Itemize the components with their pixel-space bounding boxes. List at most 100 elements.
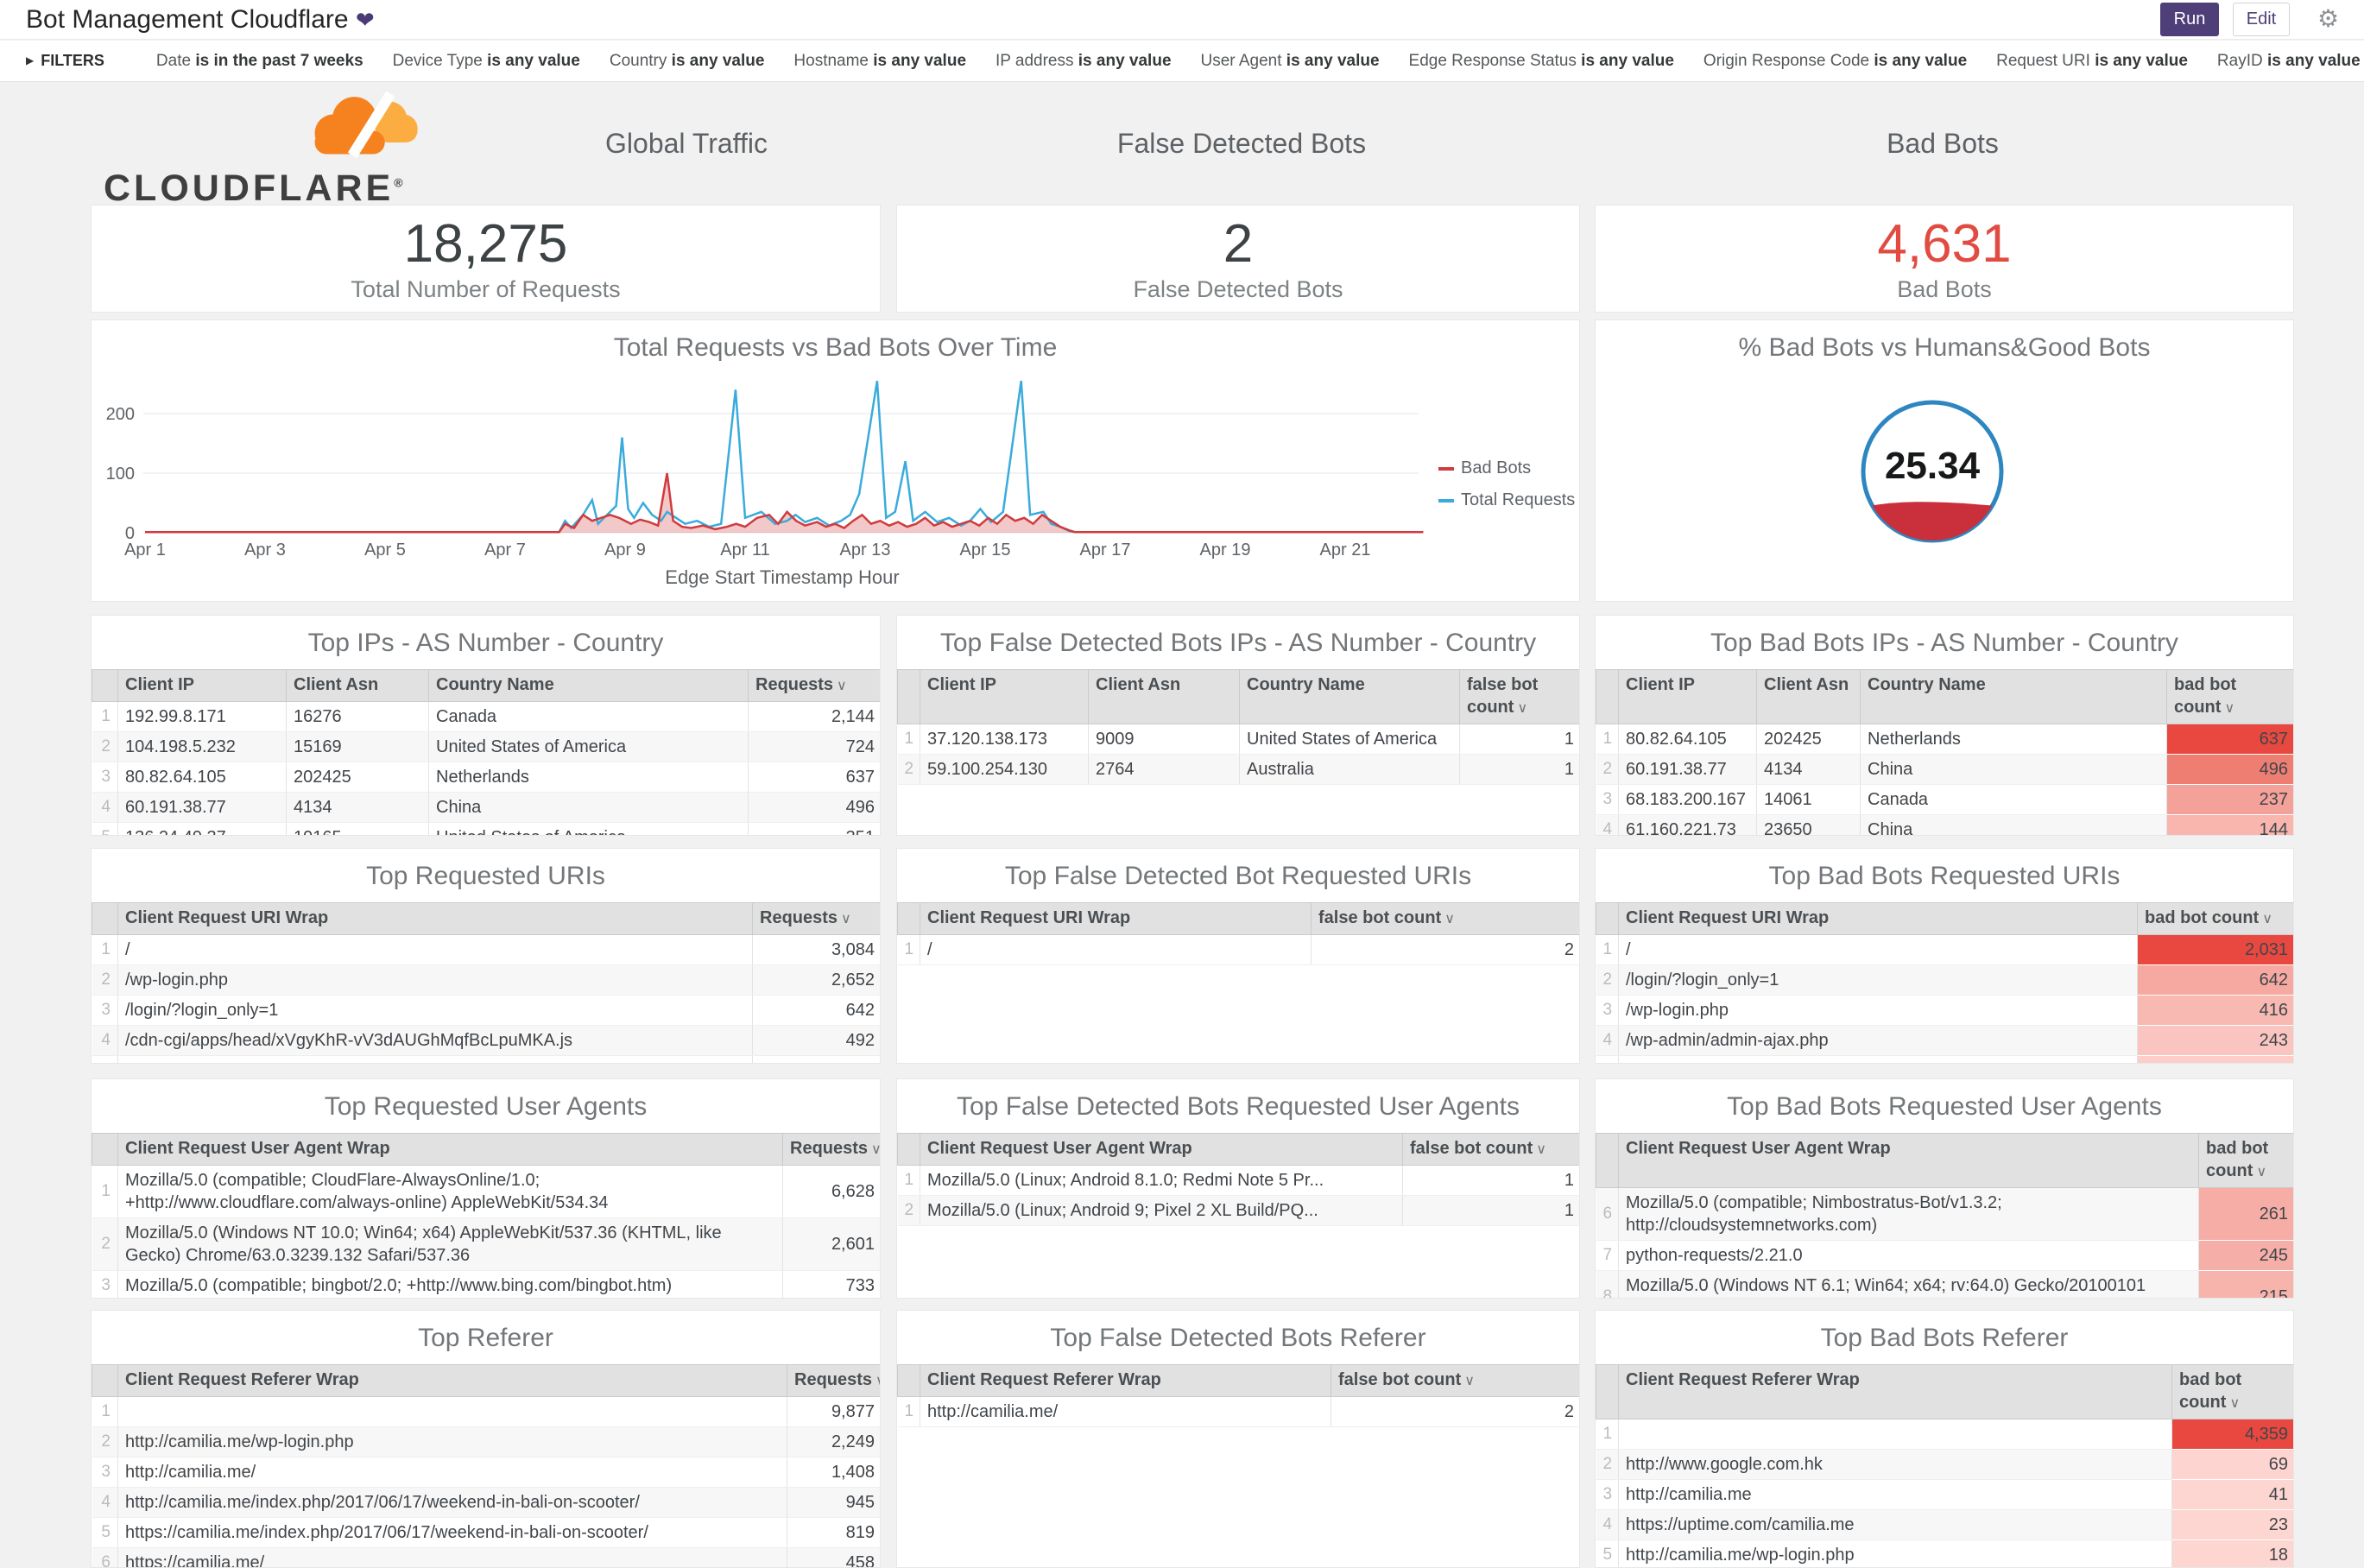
table-cell[interactable]: http://camilia.me/wp-login.php (1618, 1540, 2172, 1567)
column-header-client-ip[interactable]: Client IP (920, 669, 1089, 724)
table-cell[interactable]: 496 (2166, 754, 2293, 785)
table-cell[interactable]: 637 (2166, 724, 2293, 755)
table-cell[interactable]: 37.120.138.173 (920, 724, 1089, 755)
table-cell[interactable]: 23650 (1756, 814, 1861, 835)
column-header-false-bot-count[interactable]: false bot count ∨ (1402, 1133, 1579, 1166)
table-cell[interactable]: http://www.google.com.hk (1618, 1449, 2172, 1480)
table-cell[interactable]: 3,084 (752, 934, 880, 965)
table-cell[interactable]: 192.99.8.171 (117, 701, 287, 732)
filter-item-origin-response-code[interactable]: Origin Response Code is any value (1703, 51, 1968, 70)
table-cell[interactable]: Netherlands (1860, 724, 2167, 755)
kpi-value-total-requests[interactable]: 18,275 (403, 214, 568, 274)
table-cell[interactable]: /login/?login_only=1 (1618, 964, 2138, 996)
filter-item-country[interactable]: Country is any value (609, 51, 765, 70)
table-cell[interactable]: http://camilia.me/ (117, 1457, 787, 1488)
table-cell[interactable]: 80.82.64.105 (1618, 724, 1757, 755)
table-cell[interactable]: /cdn-cgi/apps/body/3Lh52SjWTQ4HRlErJykHq… (117, 1055, 753, 1063)
table-cell[interactable]: 2 (1331, 1396, 1579, 1427)
table-cell[interactable]: 1,408 (787, 1457, 880, 1488)
table-cell[interactable]: 4134 (1756, 754, 1861, 785)
column-header-client-request-referer-wrap[interactable]: Client Request Referer Wrap (117, 1364, 787, 1397)
column-header-country-name[interactable]: Country Name (428, 669, 749, 702)
table-cell[interactable]: 59.100.254.130 (920, 754, 1089, 785)
column-header-client-request-uri-wrap[interactable]: Client Request URI Wrap (920, 902, 1312, 935)
table-cell[interactable]: /login/?login_only=1 (117, 995, 753, 1026)
table-cell[interactable]: http://camilia.me (1618, 1479, 2172, 1510)
table-cell[interactable]: 9009 (1088, 724, 1240, 755)
column-header-bad-bot-count[interactable]: bad bot count ∨ (2137, 902, 2293, 935)
table-cell[interactable]: 80.82.64.105 (117, 762, 287, 793)
table-cell[interactable]: Canada (428, 701, 749, 732)
table-cell[interactable]: 9,877 (787, 1396, 880, 1427)
table-cell[interactable]: 68.183.200.167 (1618, 784, 1757, 815)
table-cell[interactable]: https://uptime.com/camilia.me (1618, 1509, 2172, 1540)
table-cell[interactable]: http://camilia.me/ (920, 1396, 1331, 1427)
table-cell[interactable]: /wp-admin/admin-ajax.php (1618, 1025, 2138, 1056)
table-cell[interactable]: 41 (2171, 1479, 2293, 1510)
table-cell[interactable]: /wp-login.php (117, 964, 753, 996)
table-cell[interactable]: 15169 (286, 731, 429, 762)
filter-item-rayid[interactable]: RayID is any value (2216, 51, 2361, 70)
table-cell[interactable]: /wp-login.php (1618, 995, 2138, 1026)
column-header-false-bot-count[interactable]: false bot count ∨ (1311, 902, 1579, 935)
table-cell[interactable]: 237 (2166, 784, 2293, 815)
run-button[interactable]: Run (2160, 3, 2219, 36)
column-header-client-request-uri-wrap[interactable]: Client Request URI Wrap (117, 902, 753, 935)
line-chart[interactable]: 0 100 200 Apr 1 Apr 3 Apr 5 Apr 7 Apr 9 Apr 11 Ap… (92, 320, 1580, 602)
column-header-bad-bot-count[interactable]: bad bot count ∨ (2166, 669, 2293, 724)
table-cell[interactable]: 416 (2137, 995, 2293, 1026)
table-cell[interactable]: China (1860, 754, 2167, 785)
table-cell[interactable]: United States of America (1239, 724, 1460, 755)
table-cell[interactable] (117, 1396, 787, 1427)
table-cell[interactable]: Mozilla/5.0 (compatible; bingbot/2.0; +h… (117, 1270, 783, 1298)
table-cell[interactable]: 61.160.221.73 (1618, 814, 1757, 835)
filter-item-user-agent[interactable]: User Agent is any value (1200, 51, 1380, 70)
table-cell[interactable]: Mozilla/5.0 (Windows NT 10.0; Win64; x64… (117, 1217, 783, 1271)
table-cell[interactable]: 2,144 (748, 701, 880, 732)
column-header-client-ip[interactable]: Client IP (1618, 669, 1757, 724)
table-cell[interactable]: Mozilla/5.0 (Linux; Android 8.1.0; Redmi… (920, 1165, 1403, 1196)
table-cell[interactable]: 1 (1459, 724, 1579, 755)
table-cell[interactable] (1618, 1419, 2172, 1450)
table-cell[interactable]: 144 (2166, 814, 2293, 835)
table-cell[interactable]: 2,249 (787, 1426, 880, 1457)
column-header-client-asn[interactable]: Client Asn (1088, 669, 1240, 724)
legend-item-bad-bots[interactable]: Bad Bots (1438, 458, 1575, 478)
kpi-value-false-detected-bots[interactable]: 2 (1223, 214, 1254, 274)
table-cell[interactable]: 2,031 (2137, 934, 2293, 965)
column-header-client-asn[interactable]: Client Asn (286, 669, 429, 702)
column-header-client-request-referer-wrap[interactable]: Client Request Referer Wrap (920, 1364, 1331, 1397)
table-cell[interactable]: / (1618, 934, 2138, 965)
bad-bots-gauge[interactable]: 25.34 (1596, 320, 2294, 602)
table-cell[interactable]: Mozilla/5.0 (compatible; Nimbostratus-Bo… (1618, 1187, 2199, 1241)
table-cell[interactable]: China (428, 792, 749, 823)
column-header-country-name[interactable]: Country Name (1860, 669, 2167, 724)
table-cell[interactable]: 733 (782, 1270, 880, 1298)
filter-item-ip-address[interactable]: IP address is any value (996, 51, 1172, 70)
table-cell[interactable]: 642 (2137, 964, 2293, 996)
table-cell[interactable]: /xmlrpc.php (1618, 1055, 2138, 1063)
table-cell[interactable]: Mozilla/5.0 (compatible; CloudFlare-Alwa… (117, 1165, 783, 1218)
table-cell[interactable]: 16276 (286, 701, 429, 732)
table-cell[interactable]: United States of America (428, 822, 749, 835)
table-cell[interactable]: 18 (2171, 1540, 2293, 1567)
column-header-requests[interactable]: Requests∨ (787, 1364, 880, 1397)
table-cell[interactable]: Mozilla/5.0 (Linux; Android 9; Pixel 2 X… (920, 1195, 1403, 1226)
table-cell[interactable]: 483 (752, 1055, 880, 1063)
table-cell[interactable]: 124 (2137, 1055, 2293, 1063)
column-header-requests[interactable]: Requests∨ (782, 1133, 880, 1166)
table-cell[interactable]: 245 (2198, 1240, 2293, 1271)
table-cell[interactable]: Australia (1239, 754, 1460, 785)
edit-button[interactable]: Edit (2233, 3, 2290, 36)
table-cell[interactable]: 1 (1459, 754, 1579, 785)
table-cell[interactable]: 724 (748, 731, 880, 762)
table-cell[interactable]: 261 (2198, 1187, 2293, 1241)
table-cell[interactable]: / (920, 934, 1312, 965)
table-cell[interactable]: 1 (1402, 1195, 1579, 1226)
table-cell[interactable]: 19165 (286, 822, 429, 835)
table-cell[interactable]: https://camilia.me/index.php/2017/06/17/… (117, 1517, 787, 1548)
column-header-bad-bot-count[interactable]: bad bot count ∨ (2171, 1364, 2293, 1419)
filter-item-hostname[interactable]: Hostname is any value (793, 51, 967, 70)
table-cell[interactable]: 496 (748, 792, 880, 823)
table-cell[interactable]: 202425 (286, 762, 429, 793)
